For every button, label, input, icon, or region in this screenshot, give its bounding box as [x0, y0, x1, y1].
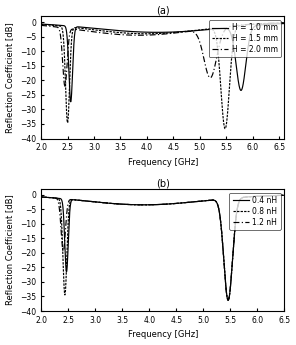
H = 1.5 mm — [39, 22, 43, 27]
Y-axis label: Reflection Coefficient [dB]: Reflection Coefficient [dB] — [6, 22, 15, 133]
0.4 nH — [96, 200, 99, 204]
0.4 nH — [97, 200, 101, 204]
H = 2.0 mm — [98, 31, 102, 35]
1.2 nH — [97, 200, 101, 204]
H = 2.0 mm — [63, 84, 67, 88]
X-axis label: Frequency [GHz]: Frequency [GHz] — [128, 331, 198, 339]
0.8 nH — [131, 203, 135, 207]
1.2 nH — [96, 200, 99, 204]
H = 2.0 mm — [97, 30, 101, 34]
Y-axis label: Reflection Coefficient [dB]: Reflection Coefficient [dB] — [6, 195, 15, 305]
H = 1.0 mm — [148, 30, 152, 34]
H = 2.0 mm — [281, 21, 284, 25]
0.8 nH — [226, 298, 230, 302]
H = 2.0 mm — [283, 21, 286, 25]
H = 1.5 mm — [131, 31, 135, 36]
Line: H = 2.0 mm: H = 2.0 mm — [41, 23, 284, 86]
Legend: 0.4 nH, 0.8 nH, 1.2 nH: 0.4 nH, 0.8 nH, 1.2 nH — [229, 193, 281, 229]
H = 1.0 mm — [39, 22, 43, 26]
0.8 nH — [39, 195, 43, 199]
0.8 nH — [283, 193, 286, 197]
0.4 nH — [226, 298, 230, 302]
H = 2.0 mm — [148, 33, 152, 37]
1.2 nH — [98, 200, 102, 205]
H = 1.5 mm — [96, 28, 99, 32]
0.4 nH — [39, 195, 43, 199]
0.4 nH — [281, 193, 284, 197]
H = 1.0 mm — [131, 30, 135, 34]
H = 1.5 mm — [148, 32, 152, 36]
1.2 nH — [281, 193, 284, 197]
H = 1.5 mm — [223, 127, 227, 131]
H = 1.5 mm — [283, 21, 286, 25]
H = 2.0 mm — [39, 23, 43, 27]
Line: H = 1.0 mm: H = 1.0 mm — [41, 23, 284, 102]
1.2 nH — [148, 203, 152, 207]
0.4 nH — [131, 203, 135, 207]
Line: 0.8 nH: 0.8 nH — [41, 195, 284, 300]
1.2 nH — [283, 193, 286, 197]
H = 1.5 mm — [281, 21, 284, 25]
0.8 nH — [97, 200, 101, 204]
H = 1.0 mm — [69, 100, 73, 104]
0.4 nH — [98, 200, 102, 205]
Legend: H = 1.0 mm, H = 1.5 mm, H = 2.0 mm: H = 1.0 mm, H = 1.5 mm, H = 2.0 mm — [209, 20, 281, 57]
H = 1.0 mm — [96, 27, 99, 31]
H = 1.0 mm — [283, 21, 286, 26]
0.8 nH — [281, 193, 284, 197]
1.2 nH — [131, 203, 135, 207]
H = 1.0 mm — [98, 27, 102, 31]
H = 2.0 mm — [131, 33, 135, 37]
X-axis label: Frequency [GHz]: Frequency [GHz] — [128, 158, 198, 167]
0.8 nH — [96, 200, 99, 204]
H = 1.5 mm — [97, 28, 101, 32]
0.8 nH — [148, 203, 152, 207]
0.4 nH — [283, 193, 286, 197]
0.8 nH — [98, 200, 102, 205]
1.2 nH — [39, 195, 43, 199]
0.4 nH — [148, 203, 152, 207]
1.2 nH — [226, 298, 230, 302]
H = 1.5 mm — [98, 29, 102, 33]
H = 2.0 mm — [96, 30, 99, 34]
H = 1.0 mm — [281, 21, 284, 26]
Title: (b): (b) — [156, 178, 170, 188]
Line: H = 1.5 mm: H = 1.5 mm — [41, 23, 284, 129]
Title: (a): (a) — [156, 6, 170, 16]
Line: 0.4 nH: 0.4 nH — [41, 195, 284, 300]
H = 1.0 mm — [97, 27, 101, 31]
Line: 1.2 nH: 1.2 nH — [41, 195, 284, 300]
